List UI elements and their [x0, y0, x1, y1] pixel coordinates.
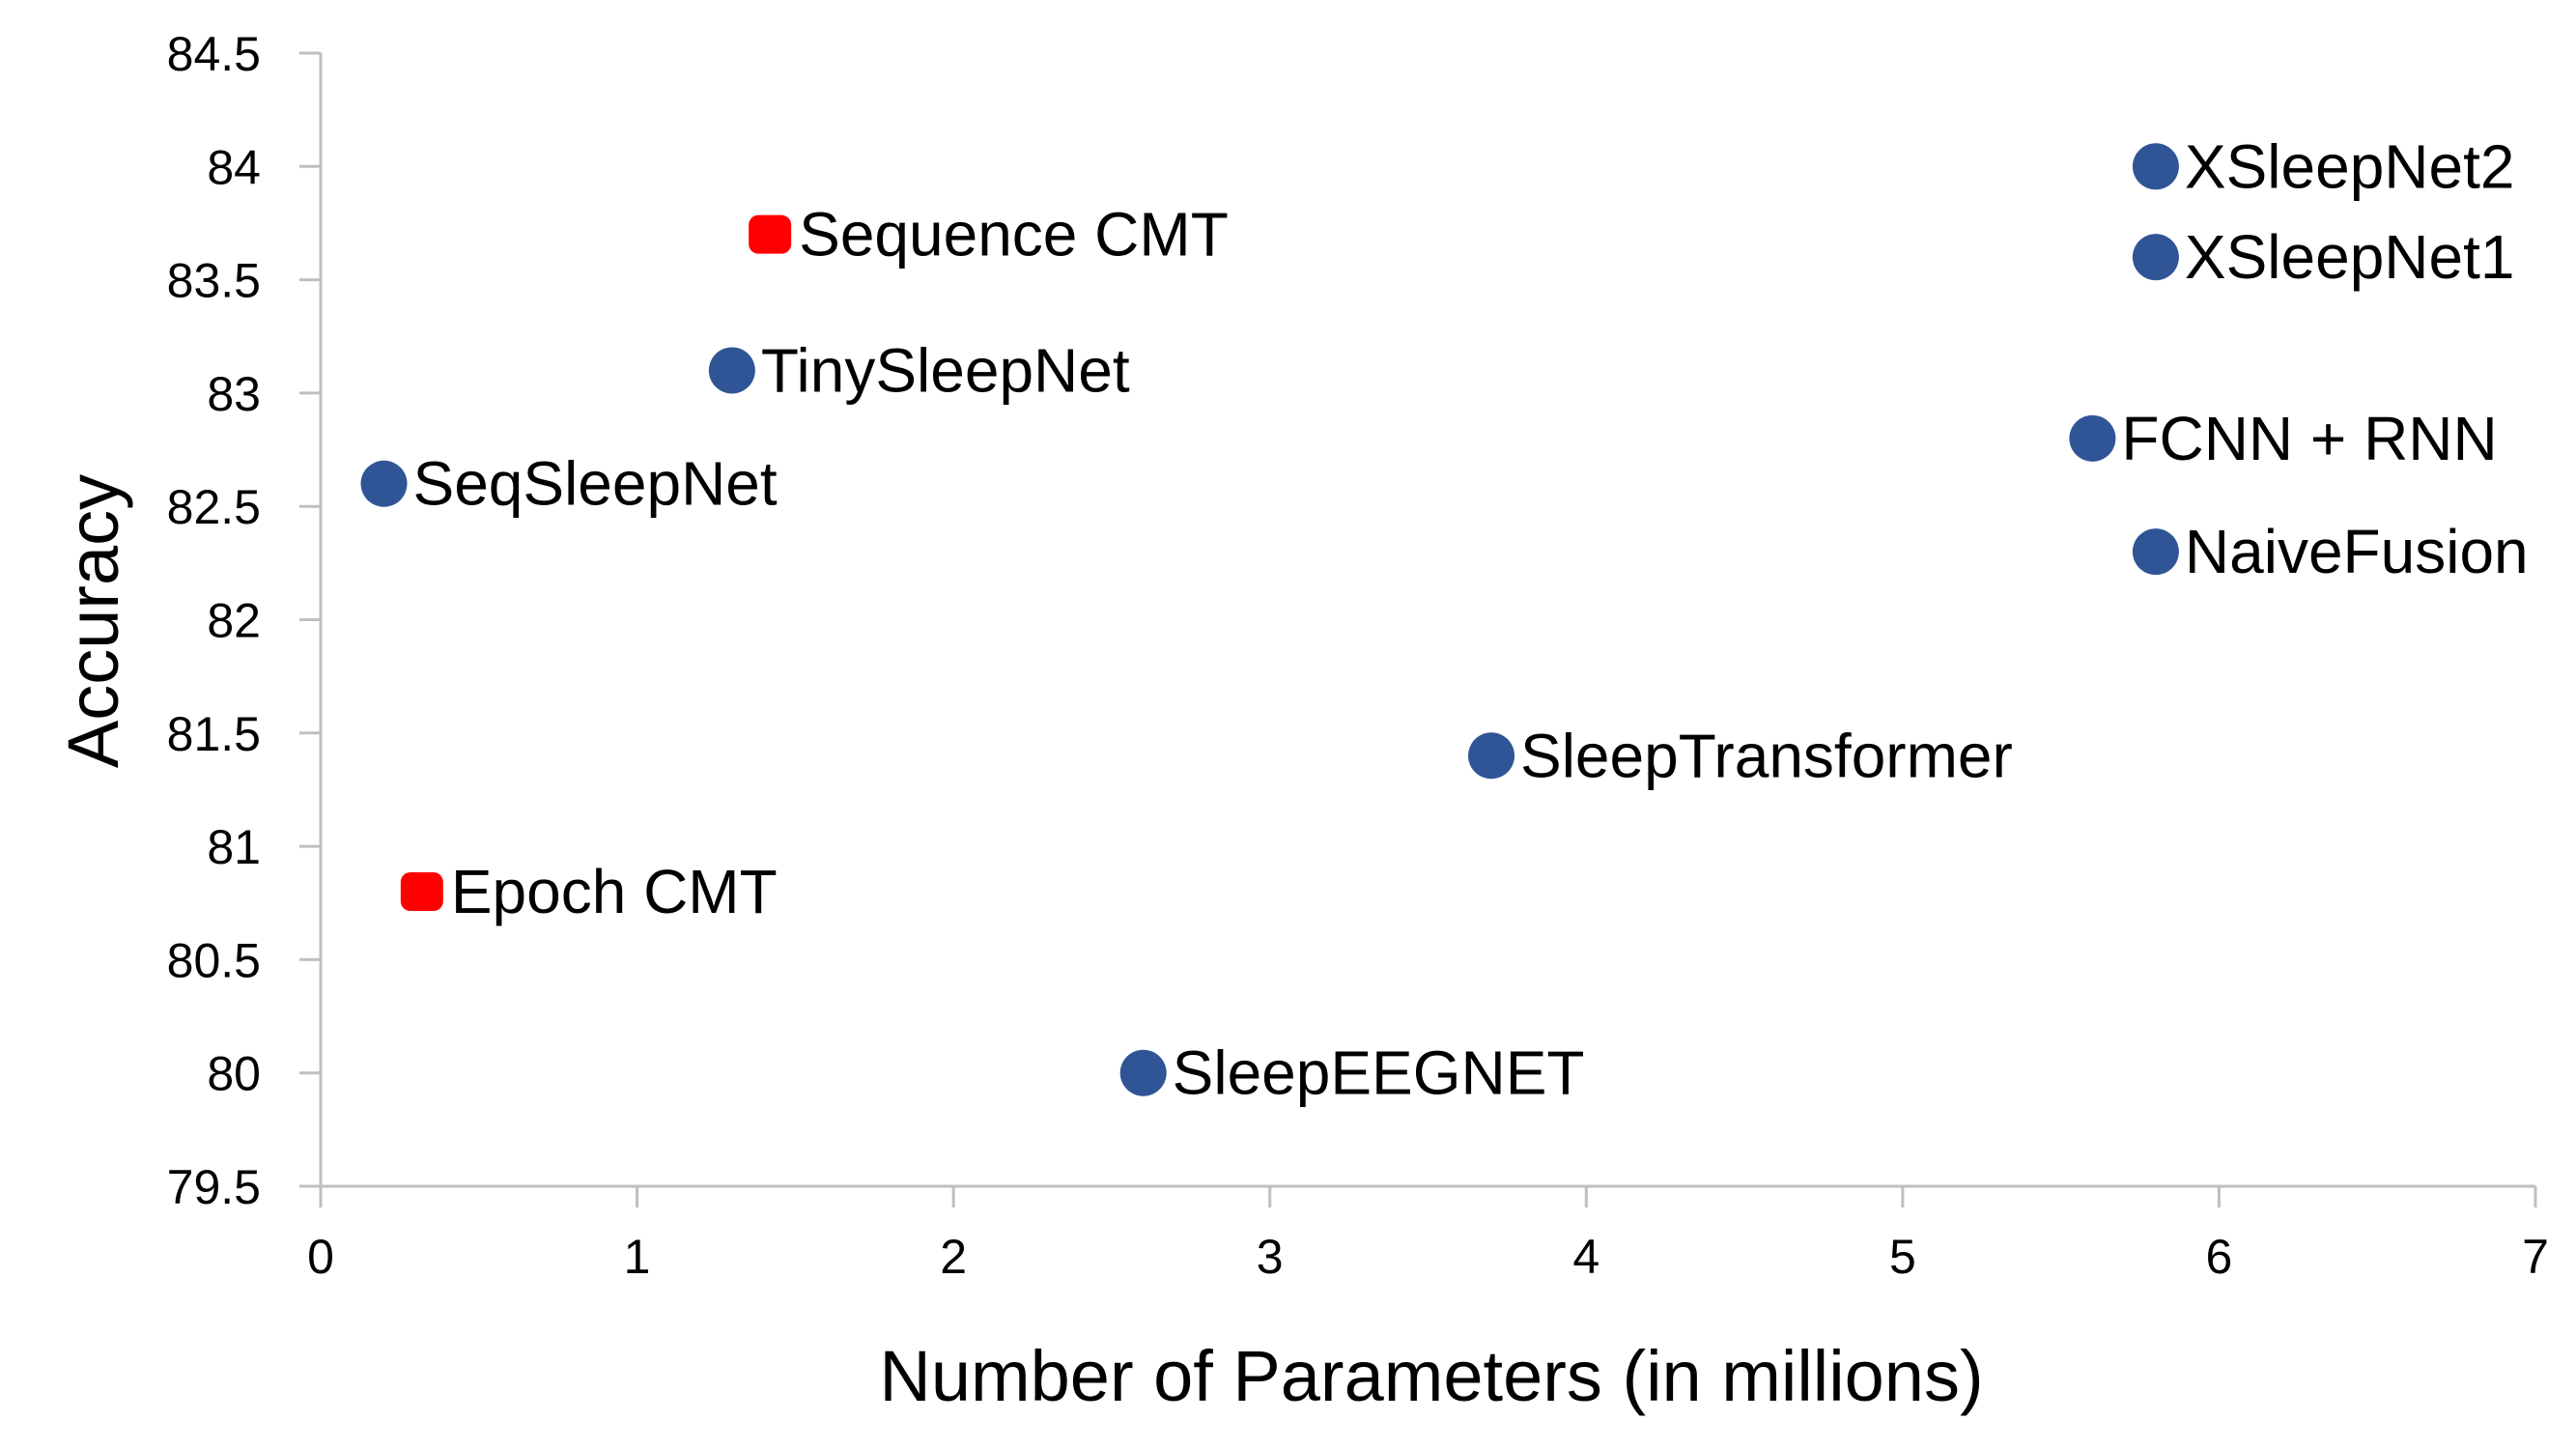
data-point: Epoch CMT — [400, 857, 778, 926]
point-label: TinySleepNet — [761, 335, 1130, 405]
circle-marker — [1119, 1049, 1167, 1096]
point-label: XSleepNet1 — [2185, 222, 2515, 292]
data-point: SleepTransformer — [1468, 721, 2013, 790]
x-axis-title: Number of Parameters (in millions) — [879, 1336, 1983, 1416]
point-label: SeqSleepNet — [413, 449, 778, 519]
point-label: Epoch CMT — [451, 857, 778, 926]
x-tick-label: 7 — [2522, 1230, 2549, 1284]
y-tick-label: 84 — [207, 140, 261, 194]
x-axis-ticks: 0 1 2 3 4 5 6 7 — [307, 1186, 2549, 1284]
data-point: SleepEEGNET — [1119, 1038, 1585, 1108]
circle-marker — [2132, 234, 2179, 281]
point-label: SleepEEGNET — [1173, 1038, 1585, 1108]
x-tick-label: 5 — [1889, 1230, 1916, 1284]
x-tick-label: 6 — [2206, 1230, 2233, 1284]
x-tick-label: 0 — [307, 1230, 334, 1284]
square-marker — [400, 872, 443, 912]
data-points: XSleepNet2 XSleepNet1 Sequence CMT TinySlee… — [360, 131, 2529, 1108]
circle-marker — [2132, 143, 2179, 190]
x-tick-label: 3 — [1257, 1230, 1284, 1284]
point-label: Sequence CMT — [799, 200, 1229, 270]
y-axis-ticks: 79.5 80 80.5 81 81.5 82 82.5 83 83.5 84 84.5 — [167, 27, 321, 1214]
point-label: XSleepNet2 — [2185, 131, 2515, 201]
data-point: Sequence CMT — [749, 200, 1229, 270]
circle-marker — [360, 460, 408, 507]
y-tick-label: 79.5 — [167, 1160, 261, 1214]
data-point: TinySleepNet — [708, 335, 1130, 405]
y-tick-label: 81.5 — [167, 707, 261, 761]
data-point: XSleepNet1 — [2132, 222, 2515, 292]
circle-marker — [1468, 732, 1515, 780]
data-point: SeqSleepNet — [360, 449, 778, 519]
point-label: FCNN + RNN — [2121, 404, 2497, 473]
point-label: NaiveFusion — [2185, 517, 2529, 586]
x-tick-label: 1 — [624, 1230, 651, 1284]
data-point: XSleepNet2 — [2132, 131, 2515, 201]
y-tick-label: 80.5 — [167, 933, 261, 987]
y-tick-label: 81 — [207, 820, 261, 874]
point-label: SleepTransformer — [1520, 721, 2013, 790]
data-point: NaiveFusion — [2132, 517, 2529, 586]
data-point: FCNN + RNN — [2069, 404, 2498, 473]
circle-marker — [2132, 528, 2179, 576]
x-tick-label: 2 — [940, 1230, 967, 1284]
x-tick-label: 4 — [1572, 1230, 1599, 1284]
circle-marker — [2069, 414, 2116, 462]
y-tick-label: 83 — [207, 367, 261, 421]
y-tick-label: 82.5 — [167, 480, 261, 534]
y-tick-label: 84.5 — [167, 27, 261, 81]
y-axis-title: Accuracy — [53, 474, 133, 768]
y-tick-label: 80 — [207, 1047, 261, 1101]
square-marker — [749, 214, 792, 254]
y-tick-label: 82 — [207, 594, 261, 648]
circle-marker — [708, 347, 755, 394]
y-tick-label: 83.5 — [167, 254, 261, 308]
